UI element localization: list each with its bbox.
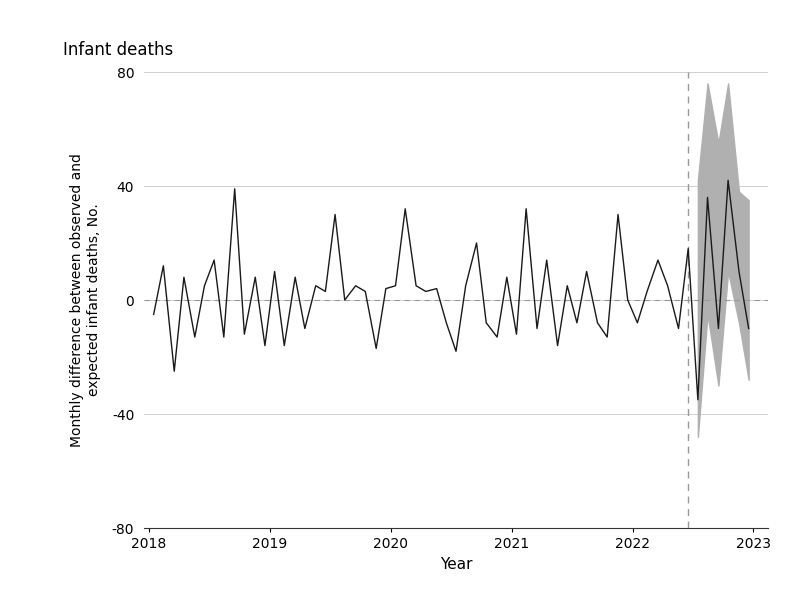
Y-axis label: Monthly difference between observed and
expected infant deaths, No.: Monthly difference between observed and … [70,153,101,447]
Text: Infant deaths: Infant deaths [63,41,173,59]
X-axis label: Year: Year [440,557,472,572]
